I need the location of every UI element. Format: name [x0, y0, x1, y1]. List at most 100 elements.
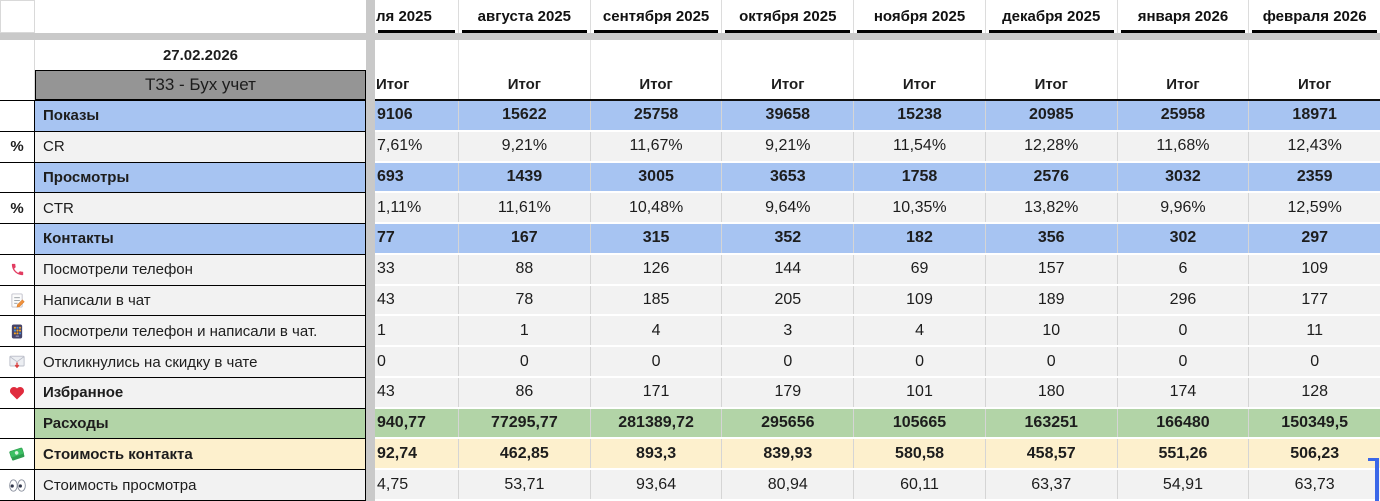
- value-cell[interactable]: 15622: [458, 101, 590, 130]
- value-cell[interactable]: 0: [721, 347, 854, 376]
- value-cell[interactable]: 0: [458, 347, 590, 376]
- month-header-cell[interactable]: ноября 2025: [853, 0, 985, 33]
- value-cell[interactable]: 69: [853, 254, 985, 284]
- value-cell[interactable]: 3032: [1116, 162, 1249, 192]
- value-cell[interactable]: 458,57: [984, 439, 1117, 469]
- metric-label-cell[interactable]: CR: [35, 131, 366, 163]
- value-cell[interactable]: 179: [721, 377, 854, 407]
- value-cell[interactable]: 39658: [721, 101, 854, 130]
- value-cell[interactable]: 2359: [1248, 162, 1380, 192]
- empty-cell[interactable]: [375, 40, 458, 70]
- value-cell[interactable]: 551,26: [1116, 439, 1249, 469]
- value-cell[interactable]: 4: [853, 316, 985, 346]
- value-cell[interactable]: 11: [1248, 316, 1380, 346]
- metric-label-cell[interactable]: Стоимость просмотра: [35, 470, 366, 501]
- value-cell[interactable]: 0: [1248, 347, 1380, 376]
- total-subheader-cell[interactable]: Итог: [984, 70, 1117, 99]
- total-subheader-cell[interactable]: Итог: [721, 70, 854, 99]
- value-cell[interactable]: 167: [458, 224, 590, 253]
- value-cell[interactable]: 182: [853, 224, 985, 253]
- value-cell[interactable]: 315: [589, 224, 722, 253]
- value-cell[interactable]: 4: [589, 316, 722, 346]
- total-subheader-cell[interactable]: Итог: [458, 70, 590, 99]
- value-cell[interactable]: 0: [1116, 347, 1249, 376]
- value-cell[interactable]: 11,67%: [589, 131, 722, 161]
- value-cell[interactable]: 189: [984, 285, 1117, 315]
- value-cell[interactable]: 506,23: [1248, 439, 1380, 469]
- month-header-cell[interactable]: февраля 2026: [1248, 0, 1380, 33]
- value-cell[interactable]: 940,77: [375, 408, 458, 438]
- metric-label-cell[interactable]: CTR: [35, 193, 366, 225]
- value-cell[interactable]: 12,43%: [1248, 131, 1380, 161]
- value-cell[interactable]: 10: [984, 316, 1117, 346]
- value-cell[interactable]: 3653: [721, 162, 854, 192]
- value-cell[interactable]: 63,73: [1248, 470, 1380, 499]
- value-cell[interactable]: 580,58: [853, 439, 985, 469]
- icon-column-spacer[interactable]: [0, 40, 35, 70]
- frozen-column-separator[interactable]: [366, 0, 375, 501]
- month-header-cell[interactable]: ля 2025: [375, 0, 458, 33]
- value-cell[interactable]: 302: [1116, 224, 1249, 253]
- empty-cell[interactable]: [1116, 40, 1249, 70]
- report-date-cell[interactable]: 27.02.2026: [35, 40, 366, 70]
- value-cell[interactable]: 43: [375, 377, 458, 407]
- value-cell[interactable]: 54,91: [1116, 470, 1249, 499]
- corner-cell[interactable]: [0, 0, 35, 33]
- value-cell[interactable]: 9,21%: [458, 131, 590, 161]
- value-cell[interactable]: 174: [1116, 377, 1249, 407]
- value-cell[interactable]: 105665: [853, 408, 985, 438]
- value-cell[interactable]: 53,71: [458, 470, 590, 499]
- metric-label-cell[interactable]: Стоимость контакта: [35, 439, 366, 471]
- value-cell[interactable]: 9,64%: [721, 193, 854, 223]
- metric-label-cell[interactable]: Расходы: [35, 408, 366, 440]
- value-cell[interactable]: 2576: [984, 162, 1117, 192]
- value-cell[interactable]: 88: [458, 254, 590, 284]
- value-cell[interactable]: 9106: [375, 101, 458, 130]
- empty-cell[interactable]: [853, 40, 985, 70]
- value-cell[interactable]: 0: [589, 347, 722, 376]
- value-cell[interactable]: 157: [984, 254, 1117, 284]
- value-cell[interactable]: 0: [375, 347, 458, 376]
- value-cell[interactable]: 296: [1116, 285, 1249, 315]
- value-cell[interactable]: 63,37: [984, 470, 1117, 499]
- value-cell[interactable]: 171: [589, 377, 722, 407]
- total-subheader-cell[interactable]: Итог: [589, 70, 722, 99]
- value-cell[interactable]: 281389,72: [589, 408, 722, 438]
- empty-cell[interactable]: [458, 40, 590, 70]
- value-cell[interactable]: 4,75: [375, 470, 458, 499]
- value-cell[interactable]: 93,64: [589, 470, 722, 499]
- value-cell[interactable]: 1439: [458, 162, 590, 192]
- value-cell[interactable]: 205: [721, 285, 854, 315]
- value-cell[interactable]: 80,94: [721, 470, 854, 499]
- empty-cell[interactable]: [984, 40, 1117, 70]
- metric-label-cell[interactable]: Контакты: [35, 224, 366, 255]
- value-cell[interactable]: 60,11: [853, 470, 985, 499]
- value-cell[interactable]: 128: [1248, 377, 1380, 407]
- metric-label-cell[interactable]: Посмотрели телефон и написали в чат.: [35, 316, 366, 348]
- value-cell[interactable]: 177: [1248, 285, 1380, 315]
- value-cell[interactable]: 12,59%: [1248, 193, 1380, 223]
- value-cell[interactable]: 92,74: [375, 439, 458, 469]
- value-cell[interactable]: 356: [984, 224, 1117, 253]
- value-cell[interactable]: 1: [458, 316, 590, 346]
- value-cell[interactable]: 144: [721, 254, 854, 284]
- value-cell[interactable]: 295656: [721, 408, 854, 438]
- value-cell[interactable]: 185: [589, 285, 722, 315]
- metric-label-cell[interactable]: Откликнулись на скидку в чате: [35, 347, 366, 378]
- value-cell[interactable]: 101: [853, 377, 985, 407]
- metric-label-cell[interactable]: Посмотрели телефон: [35, 254, 366, 286]
- value-cell[interactable]: 1,11%: [375, 193, 458, 223]
- empty-cell[interactable]: [589, 40, 722, 70]
- value-cell[interactable]: 15238: [853, 101, 985, 130]
- value-cell[interactable]: 13,82%: [984, 193, 1117, 223]
- value-cell[interactable]: 33: [375, 254, 458, 284]
- metric-label-cell[interactable]: Написали в чат: [35, 285, 366, 317]
- value-cell[interactable]: 20985: [984, 101, 1117, 130]
- empty-cell[interactable]: [1248, 40, 1380, 70]
- metric-label-cell[interactable]: Избранное: [35, 377, 366, 409]
- frozen-row-separator[interactable]: [0, 33, 1380, 40]
- value-cell[interactable]: 78: [458, 285, 590, 315]
- value-cell[interactable]: 77: [375, 224, 458, 253]
- metric-label-cell[interactable]: Показы: [35, 101, 366, 132]
- value-cell[interactable]: 86: [458, 377, 590, 407]
